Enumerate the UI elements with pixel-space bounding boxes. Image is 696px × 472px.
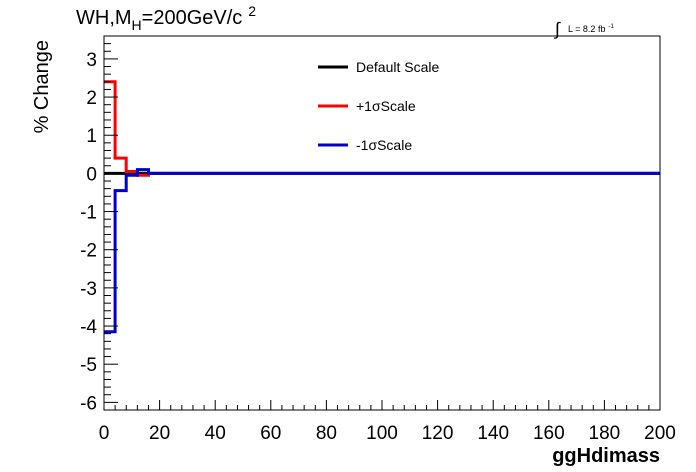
title-prefix: WH,M [76, 7, 132, 29]
legend-label: Default Scale [356, 59, 439, 75]
lumi-label: L = 8.2 fb -1 [568, 24, 614, 34]
y-tick-label: -5 [80, 355, 97, 376]
x-tick-label: 60 [260, 423, 281, 444]
x-tick-label: 80 [316, 423, 337, 444]
x-tick-label: 140 [477, 423, 509, 444]
y-tick-label: -3 [80, 279, 97, 300]
series-line-2 [104, 168, 660, 334]
x-tick-label: 20 [149, 423, 170, 444]
x-tick-label: 40 [205, 423, 226, 444]
x-axis-label: ggHdimass [552, 445, 660, 467]
x-tick-label: 200 [644, 423, 676, 444]
chart-title: WH,MH=200GeV/c 2 [76, 3, 256, 33]
y-tick-label: -4 [80, 317, 97, 338]
title-superscript: 2 [248, 3, 256, 19]
y-tick-label: -1 [80, 203, 97, 224]
x-tick-label: 160 [533, 423, 565, 444]
x-tick-label: 0 [99, 423, 110, 444]
y-tick-label: 1 [86, 126, 97, 147]
lumi-integral-symbol: ∫ [553, 19, 561, 39]
y-tick-label: -6 [80, 393, 97, 414]
title-main: =200GeV/c [142, 7, 243, 29]
axis-layer: 0 20 40 60 80 100 120 140 160 180 200 -6 -5 -4 -3 -2 -1 0… [80, 35, 676, 444]
x-tick-label: 100 [366, 423, 398, 444]
y-tick-label: 3 [86, 50, 97, 71]
lumi-superscript: -1 [608, 24, 614, 30]
y-tick-label: 2 [86, 88, 97, 109]
x-tick-label: 180 [589, 423, 621, 444]
y-axis-label: % Change [31, 40, 53, 133]
legend-label: -1σScale [356, 137, 412, 153]
legend: Default Scale +1σScale -1σScale [318, 59, 439, 153]
y-tick-label: 0 [86, 164, 97, 185]
title-subscript: H [132, 17, 142, 33]
lumi-text: L = 8.2 fb [568, 24, 605, 34]
legend-label: +1σScale [356, 98, 416, 114]
y-tick-label: -2 [80, 241, 97, 262]
x-tick-label: 120 [422, 423, 454, 444]
